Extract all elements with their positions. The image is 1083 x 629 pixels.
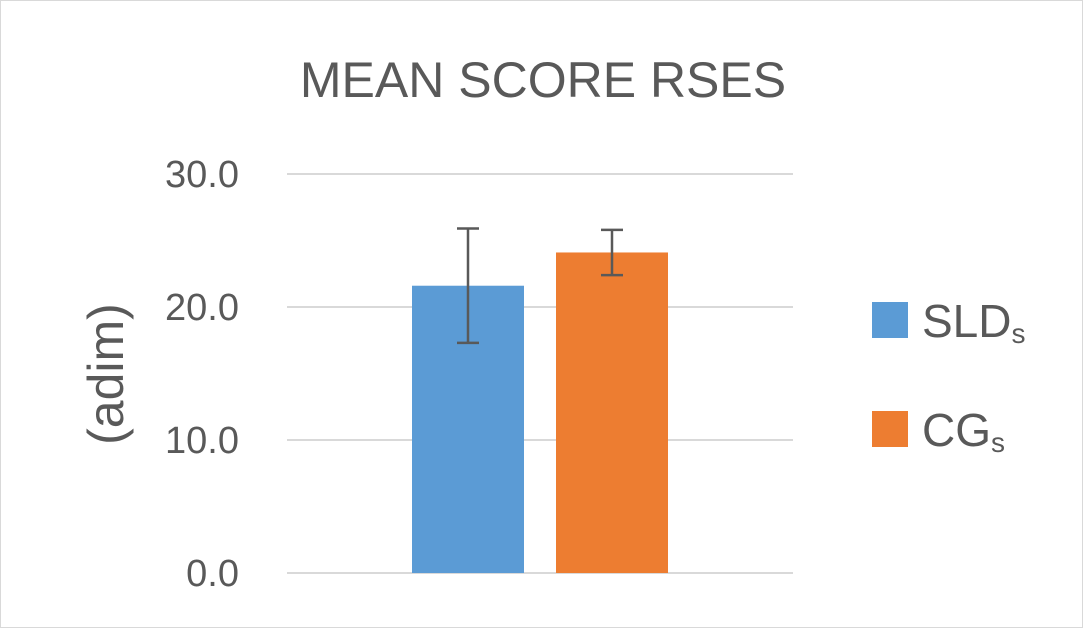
legend: SLDs CGs	[872, 295, 1025, 458]
gridlines	[287, 173, 793, 574]
y-tick-label: 20.0	[165, 287, 239, 329]
error-bar-cg	[601, 228, 623, 277]
legend-label: CGs	[922, 404, 1005, 458]
y-axis-label: (adim)	[78, 303, 134, 445]
chart-title: MEAN SCORE RSES	[300, 52, 786, 108]
legend-swatch	[872, 302, 908, 338]
legend-swatch	[872, 411, 908, 447]
bars	[412, 252, 668, 573]
y-tick-label: 30.0	[165, 154, 239, 196]
y-axis-ticks: 0.0 10.0 20.0 30.0	[165, 154, 239, 595]
error-bars	[457, 227, 623, 345]
error-bar-sld	[457, 227, 479, 345]
bar-cg	[556, 252, 668, 573]
legend-item-cg: CGs	[872, 404, 1005, 458]
y-tick-label: 0.0	[186, 553, 239, 595]
legend-label: SLDs	[922, 295, 1025, 349]
y-tick-label: 10.0	[165, 420, 239, 462]
legend-item-sld: SLDs	[872, 295, 1025, 349]
